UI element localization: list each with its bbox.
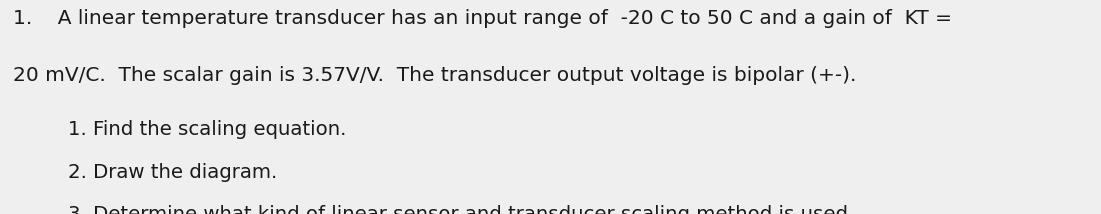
Text: 3. Determine what kind of linear sensor and transducer scaling method is used.: 3. Determine what kind of linear sensor … (68, 205, 854, 214)
Text: 20 mV/C.  The scalar gain is 3.57V/V.  The transducer output voltage is bipolar : 20 mV/C. The scalar gain is 3.57V/V. The… (13, 66, 857, 85)
Text: 2. Draw the diagram.: 2. Draw the diagram. (68, 163, 277, 182)
Text: 1. Find the scaling equation.: 1. Find the scaling equation. (68, 120, 347, 139)
Text: 1.    A linear temperature transducer has an input range of  -20 C to 50 C and a: 1. A linear temperature transducer has a… (13, 9, 952, 28)
